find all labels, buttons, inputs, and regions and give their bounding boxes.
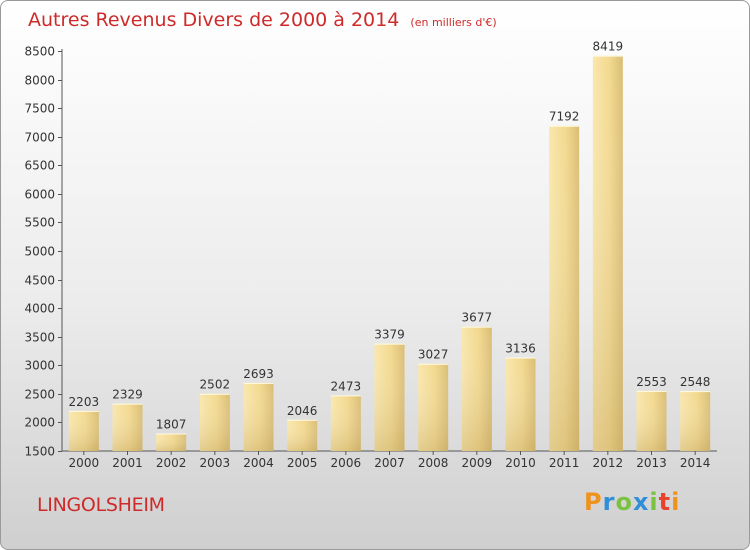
x-tick-label: 2012	[593, 456, 624, 470]
bar-shade	[68, 410, 99, 451]
bar-2012	[592, 55, 623, 451]
value-label: 7192	[549, 110, 580, 124]
bar-shade	[549, 125, 580, 451]
bar-2000	[68, 410, 99, 451]
bar-shade	[199, 393, 230, 451]
bar-shade	[156, 433, 187, 451]
y-tick-label: 5000	[24, 245, 55, 259]
value-label: 2046	[287, 404, 318, 418]
y-tick-label: 2000	[24, 416, 55, 430]
value-label: 3027	[418, 348, 449, 362]
logo-letter: i	[671, 488, 681, 516]
bar-2001	[112, 403, 143, 451]
y-tick-label: 5500	[24, 216, 55, 230]
y-tick-label: 6000	[24, 188, 55, 202]
bar-shade	[592, 55, 623, 451]
value-label: 2329	[112, 388, 143, 402]
y-tick-label: 4000	[24, 302, 55, 316]
logo-letter: o	[615, 488, 633, 516]
bar-2006	[330, 395, 361, 451]
bar-2003	[199, 393, 230, 451]
bar-2013	[636, 390, 667, 451]
chart-title: Autres Revenus Divers de 2000 à 2014	[28, 9, 400, 31]
value-label: 3677	[462, 311, 493, 325]
logo-letter: P	[584, 488, 603, 516]
bar-2011	[549, 125, 580, 451]
value-label: 2548	[680, 375, 711, 389]
bar-2005	[287, 419, 318, 451]
y-tick-label: 7000	[24, 131, 55, 145]
y-tick-label: 8500	[24, 45, 55, 59]
value-label: 3379	[374, 328, 405, 342]
x-tick-label: 2003	[200, 456, 231, 470]
value-label: 2693	[243, 367, 274, 381]
bar-2007	[374, 343, 405, 451]
bar-shade	[636, 390, 667, 451]
logo-letter: t	[658, 488, 672, 516]
y-tick-label: 3500	[24, 331, 55, 345]
bar-2014	[680, 391, 711, 451]
y-tick-label: 6500	[24, 159, 55, 173]
bar-shade	[680, 391, 711, 451]
bar-shade	[287, 419, 318, 451]
x-tick-label: 2007	[374, 456, 405, 470]
value-label: 8419	[593, 40, 624, 54]
bar-2010	[505, 357, 536, 451]
x-tick-label: 2010	[505, 456, 536, 470]
y-tick-label: 8000	[24, 74, 55, 88]
y-tick-label: 4500	[24, 274, 55, 288]
value-label: 2203	[69, 395, 100, 409]
value-label: 2553	[636, 375, 667, 389]
x-tick-label: 2013	[636, 456, 667, 470]
x-tick-label: 2004	[243, 456, 274, 470]
x-tick-label: 2011	[549, 456, 580, 470]
x-tick-label: 2014	[680, 456, 711, 470]
bar-shade	[112, 403, 143, 451]
bar-2008	[418, 363, 449, 451]
chart-title-row: Autres Revenus Divers de 2000 à 2014 (en…	[28, 9, 497, 31]
bar-2004	[243, 382, 274, 451]
y-tick-label: 2500	[24, 388, 55, 402]
logo-letter: r	[602, 488, 616, 516]
x-tick-label: 2000	[69, 456, 100, 470]
value-label: 3136	[505, 342, 536, 356]
value-label: 2502	[200, 378, 231, 392]
bar-shade	[330, 395, 361, 451]
x-tick-label: 2009	[462, 456, 493, 470]
x-tick-label: 2001	[112, 456, 143, 470]
x-tick-label: 2005	[287, 456, 318, 470]
y-tick-label: 3000	[24, 359, 55, 373]
bar-2009	[461, 326, 492, 451]
bar-shade	[374, 343, 405, 451]
value-label: 2473	[331, 379, 362, 393]
y-tick-label: 7500	[24, 102, 55, 116]
bar-shade	[243, 382, 274, 451]
chart-unit-label: (en milliers d'€)	[410, 16, 497, 29]
bar-shade	[461, 326, 492, 451]
x-tick-label: 2006	[331, 456, 362, 470]
bar-2002	[156, 433, 187, 451]
proxiti-logo: Proxiti	[584, 488, 680, 516]
y-tick-label: 1500	[24, 445, 55, 459]
bar-shade	[505, 357, 536, 451]
x-tick-label: 2008	[418, 456, 449, 470]
bar-shade	[418, 363, 449, 451]
logo-letter: i	[649, 488, 659, 516]
value-label: 1807	[156, 417, 187, 431]
city-name: LINGOLSHEIM	[37, 494, 165, 516]
logo-letter: x	[632, 488, 650, 516]
x-tick-label: 2002	[156, 456, 187, 470]
